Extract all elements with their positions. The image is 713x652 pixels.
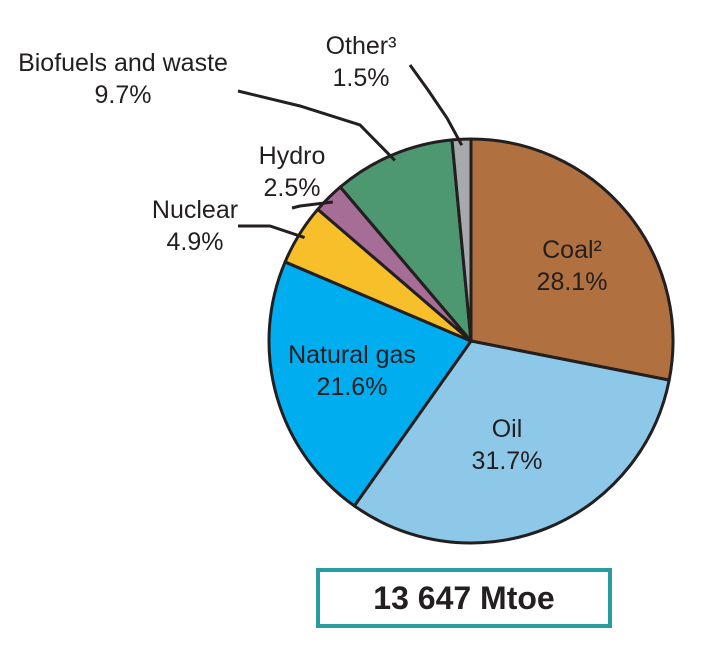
leader-line-nuclear [238,224,306,239]
slice-label-natural-gas: Natural gas [288,341,416,369]
slice-label-other: Other³ [326,32,397,60]
slice-label-coal: Coal² [542,236,602,264]
leader-line-biofuels-and-waste [237,89,396,162]
pie-slice-natural-gas [267,260,473,508]
slice-value-natural-gas: 21.6% [317,373,388,401]
total-label: 13 647 Mtoe [373,579,555,616]
pie-slice-other [450,137,473,343]
pie-slice-oil [352,339,671,545]
slice-label-nuclear: Nuclear [152,196,238,224]
slice-value-coal: 28.1% [537,268,608,296]
slice-label-oil: Oil [492,415,523,443]
slice-value-biofuels-and-waste: 9.7% [95,81,152,109]
slice-label-hydro: Hydro [259,142,326,170]
slice-value-oil: 31.7% [472,447,543,475]
slice-value-nuclear: 4.9% [167,228,224,256]
slice-value-hydro: 2.5% [264,174,321,202]
leader-line-hydro [291,200,334,210]
pie-slice-coal [469,137,675,382]
leader-line-other [408,64,464,146]
slice-label-biofuels-and-waste: Biofuels and waste [18,49,228,77]
slice-value-other: 1.5% [333,64,390,92]
total-box: 13 647 Mtoe [316,568,612,628]
pie-slice-biofuels-and-waste [338,138,473,343]
